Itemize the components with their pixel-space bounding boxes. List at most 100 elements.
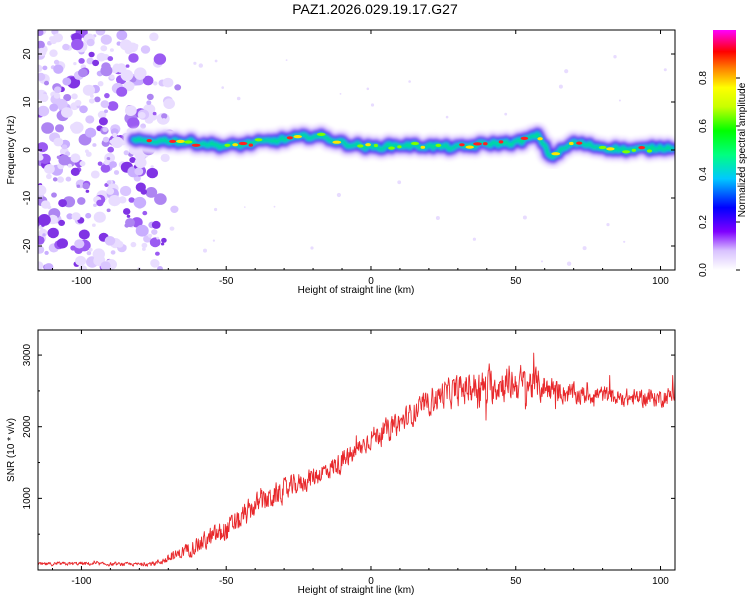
noise-blob: [38, 154, 44, 161]
noise-blob: [155, 251, 160, 256]
noise-blob: [55, 98, 68, 110]
noise-blob: [86, 57, 94, 65]
noise-blob: [71, 93, 78, 100]
noise-blob: [128, 197, 135, 203]
ridge-hotspot: [411, 141, 419, 146]
noise-speck: [273, 205, 276, 208]
ridge-hotspot: [176, 139, 185, 143]
noise-blob: [77, 197, 86, 205]
ridge-hotspot: [332, 140, 342, 144]
noise-blob: [123, 150, 129, 156]
noise-blob: [142, 75, 154, 86]
noise-blob: [88, 98, 95, 104]
noise-speck: [663, 68, 667, 72]
noise-blob: [134, 167, 144, 176]
noise-blob: [73, 62, 77, 66]
ridge-hotspot: [483, 142, 488, 146]
ridge-hotspot: [631, 148, 637, 152]
noise-blob: [106, 180, 112, 185]
noise-blob: [174, 84, 182, 91]
noise-blob: [170, 205, 179, 213]
noise-blob: [70, 122, 83, 134]
ridge-hotspot: [638, 146, 646, 150]
noise-blob: [78, 68, 88, 78]
colorbar-gradient: [713, 30, 736, 270]
noise-speck: [285, 59, 288, 61]
noise-blob: [62, 77, 72, 86]
noise-blob: [38, 64, 43, 73]
noise-blob: [93, 203, 97, 207]
snr-xtick-label: -100: [71, 576, 91, 587]
noise-blob: [100, 34, 112, 45]
snr-xtick-label: 100: [652, 576, 669, 587]
noise-blob: [147, 233, 153, 238]
noise-blob: [55, 124, 64, 133]
noise-blob: [125, 218, 135, 228]
noise-blob: [140, 188, 147, 195]
ridge-hotspot: [373, 143, 378, 148]
figure-title: PAZ1.2026.029.19.17.G27: [292, 1, 458, 17]
noise-blob: [123, 208, 131, 215]
noise-speck: [397, 180, 402, 185]
noise-speck: [236, 96, 241, 101]
noise-blob: [62, 43, 70, 51]
ridge-hotspot: [238, 141, 248, 146]
noise-blob: [104, 109, 108, 114]
noise-speck: [623, 240, 626, 243]
ridge-hotspot: [365, 143, 371, 147]
ridge-hotspot: [397, 145, 402, 149]
snr-xtick-label: 50: [510, 576, 522, 587]
ridge-hotspot: [498, 140, 504, 144]
noise-blob: [70, 153, 81, 163]
noise-blob: [107, 146, 114, 153]
colorbar-tick-label: 0.2: [698, 215, 709, 229]
noise-blob: [151, 229, 158, 235]
noise-blob: [162, 77, 174, 88]
noise-blob: [146, 100, 152, 105]
noise-blob: [38, 47, 47, 57]
noise-speck: [244, 206, 246, 208]
noise-speck: [408, 80, 411, 83]
noise-speck: [445, 115, 449, 119]
noise-speck: [203, 248, 207, 253]
noise-blob: [100, 65, 113, 77]
noise-speck: [370, 103, 375, 107]
ridge-hotspot: [232, 143, 239, 147]
noise-blob: [104, 236, 116, 246]
noise-blob: [125, 64, 130, 68]
ridge-hotspot: [459, 143, 465, 147]
noise-blob: [67, 163, 73, 168]
noise-blob: [97, 81, 104, 87]
noise-blob: [110, 128, 119, 136]
noise-blob: [135, 224, 149, 237]
noise-blob: [71, 38, 84, 51]
noise-blob: [53, 137, 64, 147]
noise-speck: [582, 246, 587, 251]
noise-speck: [435, 216, 440, 220]
noise-blob: [74, 239, 85, 249]
noise-blob: [56, 238, 68, 249]
noise-blob: [116, 86, 128, 97]
noise-blob: [51, 192, 57, 198]
noise-speck: [606, 223, 610, 227]
noise-blob: [44, 80, 49, 86]
noise-blob: [49, 103, 59, 112]
noise-blob: [128, 53, 139, 63]
snr-ytick-label: 2000: [22, 415, 33, 438]
noise-blob: [70, 167, 80, 176]
noise-blob: [39, 93, 49, 103]
ridge-hotspot: [224, 143, 231, 147]
noise-blob: [134, 157, 147, 169]
noise-blob: [76, 184, 81, 188]
noise-blob: [149, 237, 161, 248]
noise-blob: [79, 105, 88, 114]
spectrogram-xtick-label: -50: [219, 276, 234, 287]
noise-speck: [212, 239, 215, 242]
noise-blob: [94, 96, 101, 103]
noise-blob: [61, 107, 73, 118]
noise-speck: [558, 84, 563, 89]
noise-blob: [58, 219, 65, 226]
noise-blob: [109, 161, 117, 168]
